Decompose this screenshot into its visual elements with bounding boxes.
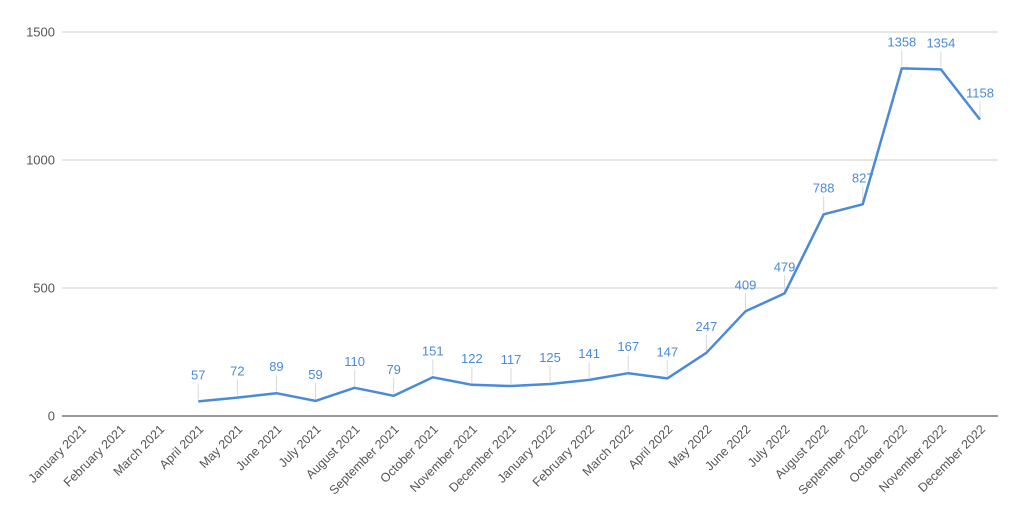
- data-label: 409: [735, 277, 757, 292]
- data-point: [665, 376, 669, 380]
- data-label: 147: [656, 344, 678, 359]
- y-tick-label-500: 500: [33, 281, 55, 296]
- data-point: [431, 375, 435, 379]
- data-point: [704, 351, 708, 355]
- data-label: 72: [230, 364, 244, 379]
- data-label: 479: [774, 259, 796, 274]
- data-point: [783, 291, 787, 295]
- y-tick-label-1500: 1500: [26, 25, 55, 40]
- x-tick-label: November 2022: [876, 422, 949, 495]
- data-point: [900, 66, 904, 70]
- data-label: 79: [386, 362, 400, 377]
- data-label: 57: [191, 367, 205, 382]
- data-point: [978, 118, 982, 122]
- data-point: [548, 382, 552, 386]
- data-label: 89: [269, 359, 283, 374]
- label-leaders: [197, 50, 981, 400]
- data-point: [235, 396, 239, 400]
- x-tick-label: December 2022: [915, 422, 988, 495]
- data-label: 827: [852, 170, 874, 185]
- data-label: 110: [344, 354, 365, 369]
- data-point: [353, 386, 357, 390]
- data-point: [274, 391, 278, 395]
- data-labels: 57 72 89 59 110 79 151 122 117 125 141 167 147 247 409…: [191, 34, 994, 382]
- data-label: 141: [578, 346, 600, 361]
- data-point: [392, 394, 396, 398]
- x-tick-label: December 2021: [446, 422, 519, 495]
- x-tick-label: September 2022: [796, 422, 871, 497]
- data-point: [470, 383, 474, 387]
- y-tick-label-1000: 1000: [26, 153, 55, 168]
- data-label: 122: [461, 351, 483, 366]
- data-label: 247: [696, 319, 718, 334]
- data-label: 1354: [926, 35, 955, 50]
- data-point: [196, 399, 200, 403]
- data-label: 125: [539, 350, 561, 365]
- data-label: 1358: [887, 34, 916, 49]
- data-point: [822, 212, 826, 216]
- data-point: [587, 378, 591, 382]
- data-label: 1158: [966, 86, 994, 101]
- series-line: [198, 67, 981, 403]
- data-label: 117: [501, 352, 522, 367]
- data-point: [509, 384, 513, 388]
- data-point: [743, 309, 747, 313]
- y-tick-label-0: 0: [48, 409, 55, 424]
- data-point: [861, 202, 865, 206]
- data-label: 151: [422, 343, 444, 358]
- series-line-group: [196, 66, 982, 403]
- x-tick-label: November 2021: [407, 422, 480, 495]
- data-label: 59: [308, 367, 322, 382]
- y-axis-ticks: 0 500 1000 1500: [26, 25, 55, 424]
- data-label: 167: [617, 339, 639, 354]
- data-label: 788: [813, 180, 835, 195]
- x-tick-label: September 2021: [327, 422, 402, 497]
- data-point: [939, 67, 943, 71]
- data-point: [626, 371, 630, 375]
- gridlines: [62, 31, 998, 417]
- data-point: [314, 399, 318, 403]
